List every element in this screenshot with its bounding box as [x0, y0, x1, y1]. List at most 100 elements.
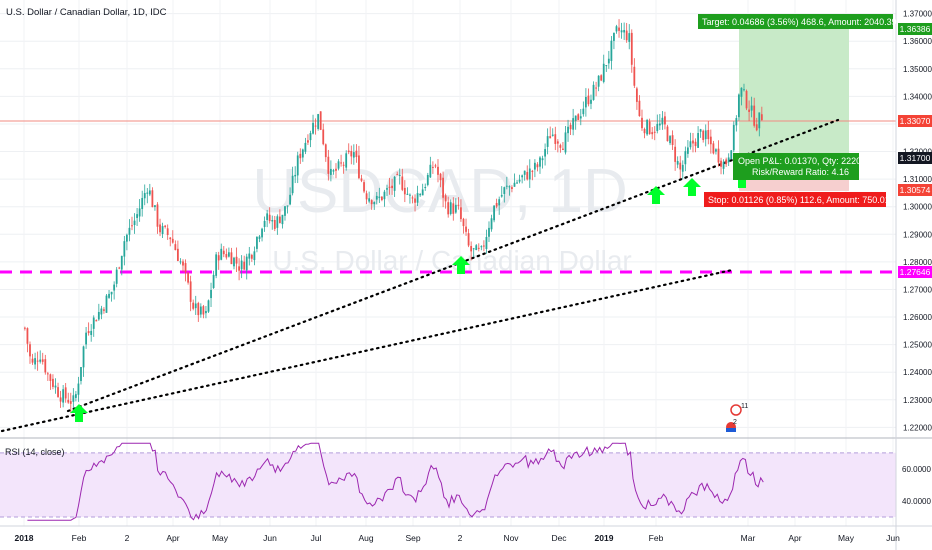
candle-body — [240, 260, 243, 270]
candle-body — [46, 373, 49, 375]
time-axis[interactable]: 2018 Feb 2 Apr May Jun Jul Aug Sep 2 Nov Dec 2019 Feb… — [15, 533, 901, 543]
candle-body — [210, 289, 212, 299]
trendline-upper[interactable] — [66, 118, 840, 413]
candle-body — [199, 306, 202, 315]
candle-body — [184, 263, 187, 273]
badge-current-price: 1.31700 — [898, 152, 932, 164]
up-arrow-icon — [70, 404, 88, 422]
candle-body — [146, 192, 149, 194]
svg-text:1.27646: 1.27646 — [900, 267, 931, 277]
candle-body — [676, 160, 679, 165]
candle-body — [278, 216, 281, 223]
candle-body — [592, 84, 595, 100]
candle-body — [406, 193, 409, 195]
candle-body — [72, 395, 75, 402]
candle-body — [253, 251, 256, 261]
trendline-lower[interactable] — [0, 268, 734, 433]
candle-body — [620, 30, 623, 33]
candle-body — [727, 157, 730, 163]
candle-body — [579, 116, 582, 119]
candle-body — [276, 216, 279, 228]
candle-body — [523, 170, 526, 175]
event-flag-icon[interactable] — [730, 404, 742, 416]
candle-body — [559, 145, 562, 148]
candle-body — [526, 172, 529, 180]
candle-body — [712, 143, 715, 154]
time-tick-label: Apr — [788, 533, 801, 543]
candle-body — [460, 207, 462, 220]
candle-body — [539, 157, 541, 167]
time-tick-label: Aug — [358, 533, 373, 543]
candle-body — [164, 225, 167, 227]
stop-label[interactable]: Stop: 0.01126 (0.85%) 112.6, Amount: 750… — [704, 192, 890, 207]
candle-body — [26, 328, 29, 344]
candle-body — [730, 150, 733, 160]
candle-body — [29, 344, 31, 357]
target-label[interactable]: Target: 0.04686 (3.56%) 468.6, Amount: 2… — [698, 14, 897, 29]
candle-body — [108, 293, 110, 298]
candle-body — [194, 303, 197, 309]
candle-body — [284, 206, 286, 216]
candle-body — [692, 140, 694, 144]
rsi-band — [0, 452, 896, 517]
candle-body — [329, 168, 332, 175]
candle-body — [174, 244, 177, 251]
candle-body — [686, 147, 689, 154]
candle-body — [110, 291, 113, 295]
candle-body — [625, 30, 628, 41]
candle-body — [562, 148, 564, 150]
candle-body — [699, 129, 702, 132]
candle-body — [245, 256, 248, 271]
candle-body — [485, 236, 488, 250]
candle-body — [454, 204, 457, 213]
candle-body — [197, 303, 200, 316]
candle-body — [635, 88, 638, 102]
candle-body — [521, 175, 524, 178]
event-flags[interactable]: 11 2 — [726, 403, 748, 432]
price-tick-label: 1.35000 — [903, 65, 932, 74]
price-axis[interactable]: 1.370001.360001.350001.340001.330001.320… — [903, 10, 932, 433]
candle-body — [623, 29, 626, 33]
rsi-title: RSI (14, close) — [5, 447, 65, 457]
candle-body — [669, 136, 671, 144]
candle-body — [421, 189, 424, 196]
candle-body — [748, 109, 750, 112]
candle-body — [602, 63, 605, 82]
candle-body — [429, 164, 432, 178]
candle-body — [431, 166, 434, 168]
candle-body — [482, 245, 485, 247]
candle-body — [36, 360, 39, 362]
candle-body — [508, 186, 511, 188]
candle-body — [335, 168, 337, 171]
target-zone[interactable] — [739, 29, 849, 168]
candle-body — [732, 124, 735, 151]
rsi-axis[interactable]: 60.0000 40.0000 — [902, 465, 931, 506]
time-tick-label: Feb — [72, 533, 87, 543]
svg-text:1.31700: 1.31700 — [900, 153, 931, 163]
candle-body — [720, 160, 722, 167]
candle-body — [737, 94, 740, 118]
candle-body — [582, 108, 585, 115]
candle-body — [192, 302, 195, 309]
open-pl-label[interactable]: Open P&L: 0.01370, Qty: 22202 Risk/Rewar… — [733, 153, 866, 180]
candle-body — [273, 220, 276, 229]
candle-body — [689, 141, 692, 148]
svg-text:1.30574: 1.30574 — [900, 185, 931, 195]
candle-body — [41, 359, 44, 362]
candle-body — [141, 197, 144, 210]
candle-body — [123, 241, 126, 257]
candle-body — [143, 192, 146, 199]
candle-body — [250, 254, 253, 259]
time-tick-label: Jul — [311, 533, 322, 543]
candle-body — [317, 114, 320, 129]
candle-body — [725, 159, 728, 165]
candle-body — [760, 114, 763, 121]
candle-body — [307, 140, 309, 143]
candle-body — [34, 358, 36, 365]
candle-body — [345, 153, 348, 168]
candle-body — [753, 105, 756, 126]
up-arrow-icon — [647, 186, 665, 204]
time-tick-label: Jun — [263, 533, 277, 543]
